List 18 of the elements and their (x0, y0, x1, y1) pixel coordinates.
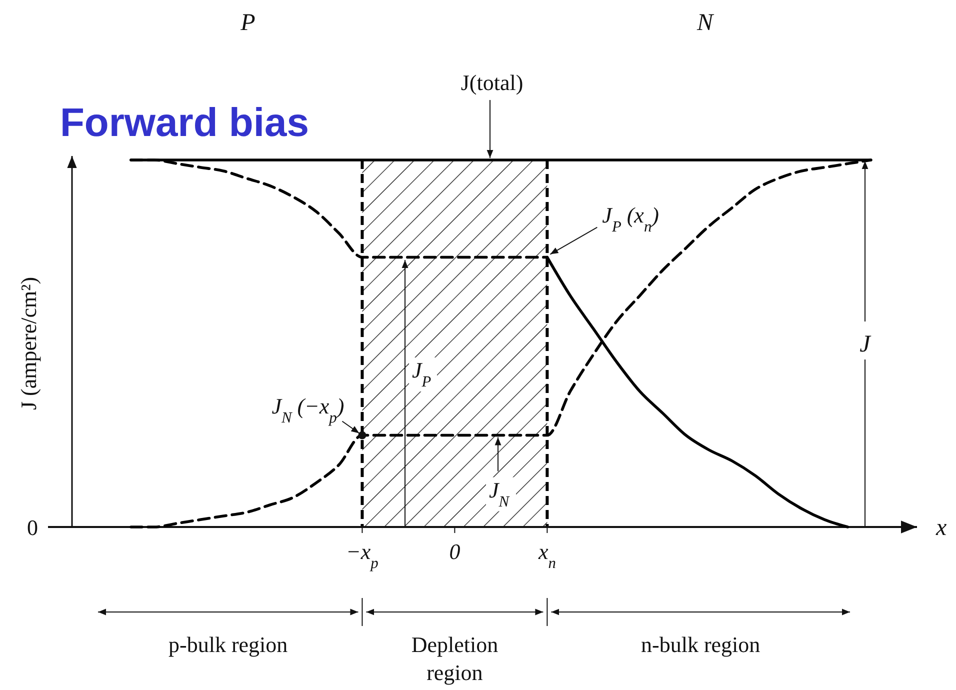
annotation: J(total) (460, 70, 524, 95)
text: Depletion region (411, 632, 498, 685)
x-axis-title: x (935, 515, 947, 541)
text: P (240, 10, 256, 36)
x-tick-label: −x$_{p}$ (346, 539, 379, 572)
text: n-bulk region (641, 632, 760, 657)
annotation: J$_{N}$ (489, 477, 510, 510)
text: p-bulk region (168, 632, 288, 657)
text: N (696, 10, 715, 36)
x-tick-label: 0 (449, 539, 460, 564)
annotation: J$_{P}$ (412, 358, 432, 390)
y-axis-title: J (ampere/cm²) (16, 276, 41, 410)
text: 0 (27, 515, 38, 540)
annotation: J (860, 332, 872, 358)
x-tick-label: x$_{n}$ (537, 539, 556, 572)
chart-title: Forward bias (60, 101, 309, 145)
annotation: J$_{P}$ (x$_{n}$) (602, 202, 659, 235)
annotation: J$_{N}$ (−x$_{p}$) (272, 393, 344, 426)
